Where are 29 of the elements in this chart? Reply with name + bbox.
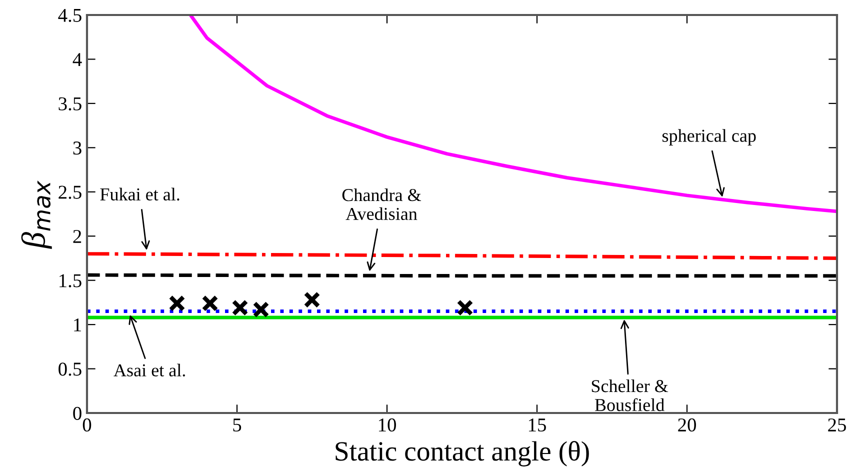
y-tick-label: 1.5 [60,274,82,288]
y-tick-label: 0 [73,406,82,420]
annotation: Asai et al. [114,364,185,376]
annotation: Fukai et al. [100,188,180,201]
annotation: Chandra & Avedisian [342,188,422,220]
x-tick-label: 15 [528,418,546,432]
y-axis-title: β$_{max}$ [21,180,52,250]
y-tick-label: 4.5 [58,8,82,22]
y-tick-label: 2 [73,230,82,243]
y-tick-label: 3 [73,142,82,155]
point [202,295,218,312]
y-tick-label: 3.5 [58,97,82,110]
point [304,291,320,308]
point [168,295,186,312]
point [232,299,248,316]
x-tick-label: 10 [378,418,396,432]
x-tick-label: 5 [233,418,242,432]
y-tick-label: 4 [72,53,82,66]
point [252,301,270,318]
y-tick-label: 1 [74,318,81,332]
x-tick-label: 20 [678,418,696,432]
y-tick-label: 0.5 [58,362,82,376]
x-tick-label: 0 [82,418,92,432]
x-axis-title: Static contact angle (θ) [336,441,589,466]
y-tick-label: 2.5 [58,186,82,199]
point [456,299,474,316]
annotation: Scheller & Bousfield [592,380,668,412]
annotation: spherical cap [662,129,756,146]
x-tick-label: 25 [828,418,846,432]
